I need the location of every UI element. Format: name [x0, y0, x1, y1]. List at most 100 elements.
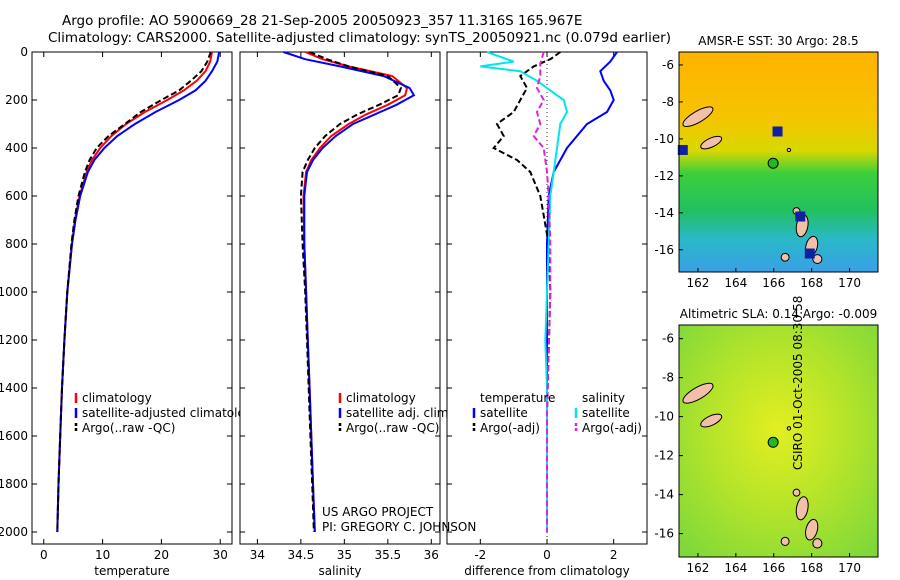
sla_map-island [700, 413, 723, 428]
temperature-ytick-label: 1800 [0, 477, 28, 491]
temperature-ytick-label: 800 [5, 237, 28, 251]
sst_map-island [780, 252, 790, 262]
sla_map-argo-marker [767, 436, 779, 448]
sla_map-ytick-label: -12 [654, 449, 674, 463]
difference-legend-header-temperature: temperature [480, 391, 555, 405]
sla_map-xtick-label: 170 [838, 561, 861, 575]
sst_map-island [682, 106, 714, 127]
sla_map-ytick-label: -6 [662, 332, 674, 346]
sla_map-island [812, 538, 823, 549]
difference-xtick-label: 0 [543, 548, 551, 562]
temperature-ytick-label: 200 [5, 93, 28, 107]
figure-title-line2: Climatology: CARS2000. Satellite-adjuste… [48, 30, 671, 46]
csiro-stamp: CSIRO 01-Oct-2005 08:30:58 [791, 296, 805, 470]
temperature-xtick-label: 0 [40, 548, 48, 562]
sst_map-frame [678, 51, 879, 273]
sla_map-ytick-label: -8 [662, 371, 674, 385]
sst_map-xtick-label: 170 [838, 276, 861, 290]
sst_map-argo-marker [767, 157, 779, 169]
difference-series-salinity-satellite [480, 51, 569, 532]
difference-legend-sal-argo-label: Argo(-adj) [582, 421, 642, 435]
temperature-xtick-label: 20 [154, 548, 169, 562]
sst_map-ytick-label: -14 [654, 206, 674, 220]
difference-xtick-label: 2 [610, 548, 618, 562]
salinity-xtick-label: 35.5 [374, 548, 401, 562]
temperature-xtick-label: 10 [95, 548, 110, 562]
temperature-panel: 0 10 20 30 0 200 400 600 800 1000 1200 1400 1600 1800… [0, 45, 260, 578]
sla_map-island [795, 496, 809, 521]
sla_map-panel: Altimetric SLA: 0.14 Argo: -0.009 162 164 1… [654, 307, 879, 575]
difference-legend-temp-argo-label: Argo(-adj) [480, 421, 540, 435]
sla_map-xtick-label: 166 [762, 561, 785, 575]
temperature-legend-satellite-label: satellite-adjusted climatology [82, 406, 260, 420]
salinity-legend-climatology-label: climatology [346, 391, 416, 405]
sst_map-xtick-label: 162 [686, 276, 709, 290]
sla_map-title: Altimetric SLA: 0.14 Argo: -0.009 [680, 307, 877, 321]
difference-xtick-label: -2 [474, 548, 486, 562]
sst_map-xtick-label: 164 [724, 276, 747, 290]
temperature-ytick-label: 1600 [0, 429, 28, 443]
temperature-xtick-label: 30 [213, 548, 228, 562]
sst-missing-data-cell [677, 144, 688, 155]
difference-legend-sal-satellite-label: satellite [582, 406, 630, 420]
sst_map-ytick-label: -10 [654, 132, 674, 146]
credit-line2: PI: GREGORY C. JOHNSON [322, 520, 476, 534]
sst_map-ytick-label: -8 [662, 95, 674, 109]
sst_map-island [812, 254, 823, 264]
sst_map-ytick-label: -6 [662, 58, 674, 72]
temperature-ytick-label: 1400 [0, 381, 28, 395]
sla_map-xtick-label: 162 [686, 561, 709, 575]
sst_map-title: AMSR-E SST: 30 Argo: 28.5 [698, 34, 858, 48]
sst_map-xtick-label: 168 [800, 276, 823, 290]
difference-xlabel: difference from climatology [464, 564, 630, 578]
sst-missing-data-cell [795, 211, 806, 222]
temperature-ytick-label: 2000 [0, 525, 28, 539]
temperature-ytick-label: 1000 [0, 285, 28, 299]
sla_map-island [682, 382, 714, 404]
salinity-series-argo-raw-qc- [299, 51, 403, 533]
temperature-ytick-label: 0 [20, 45, 28, 59]
salinity-xtick-label: 35 [337, 548, 352, 562]
sla_map-ytick-label: -16 [654, 527, 674, 541]
sst_map-field [679, 52, 878, 272]
salinity-xtick-label: 36 [424, 548, 439, 562]
sla_map-island [780, 536, 790, 546]
temperature-legend-climatology-label: climatology [82, 391, 152, 405]
sst_map-xtick-label: 166 [762, 276, 785, 290]
difference-series-salinity-argo-adj- [532, 51, 552, 532]
sst_map-island [700, 135, 723, 150]
difference-panel: -2 0 2 difference from climatology temperatu… [446, 51, 648, 578]
temperature-series-argo-raw-qc- [56, 51, 212, 533]
sla_map-island [792, 488, 801, 497]
difference-legend-temp-satellite-label: satellite [480, 406, 528, 420]
salinity-legend-argo-label: Argo(..raw -QC) [346, 421, 439, 435]
temperature-ytick-label: 1200 [0, 333, 28, 347]
sst_map-ytick-label: -12 [654, 169, 674, 183]
sst-missing-data-cell [772, 126, 783, 137]
salinity-panel: 34 34.5 35 35.5 36 salinity climatologysatelli… [239, 51, 452, 578]
sla_map-island [805, 518, 819, 541]
sst_map-island [786, 147, 792, 153]
sst_map-ytick-label: -16 [654, 243, 674, 257]
credit-line1: US ARGO PROJECT [322, 505, 434, 519]
sst-missing-data-cell [804, 248, 815, 259]
salinity-xtick-label: 34.5 [288, 548, 315, 562]
sla_map-frame [678, 324, 879, 558]
sla_map-field [679, 325, 878, 557]
sla_map-xtick-label: 164 [724, 561, 747, 575]
salinity-axes-frame [239, 51, 441, 545]
salinity-legend-satellite-label: satellite adj. clim. [346, 406, 452, 420]
salinity-xtick-label: 34 [250, 548, 265, 562]
difference-legend-header-salinity: salinity [582, 391, 625, 405]
sla_map-ytick-label: -10 [654, 410, 674, 424]
temperature-ytick-label: 400 [5, 141, 28, 155]
sla_map-xtick-label: 168 [800, 561, 823, 575]
temperature-legend-argo-label: Argo(..raw -QC) [82, 421, 175, 435]
sla_map-ytick-label: -14 [654, 488, 674, 502]
salinity-xlabel: salinity [318, 564, 361, 578]
temperature-xlabel: temperature [94, 564, 169, 578]
sla_map-island [786, 426, 792, 431]
temperature-ytick-label: 600 [5, 189, 28, 203]
temperature-axes-frame [31, 51, 233, 545]
